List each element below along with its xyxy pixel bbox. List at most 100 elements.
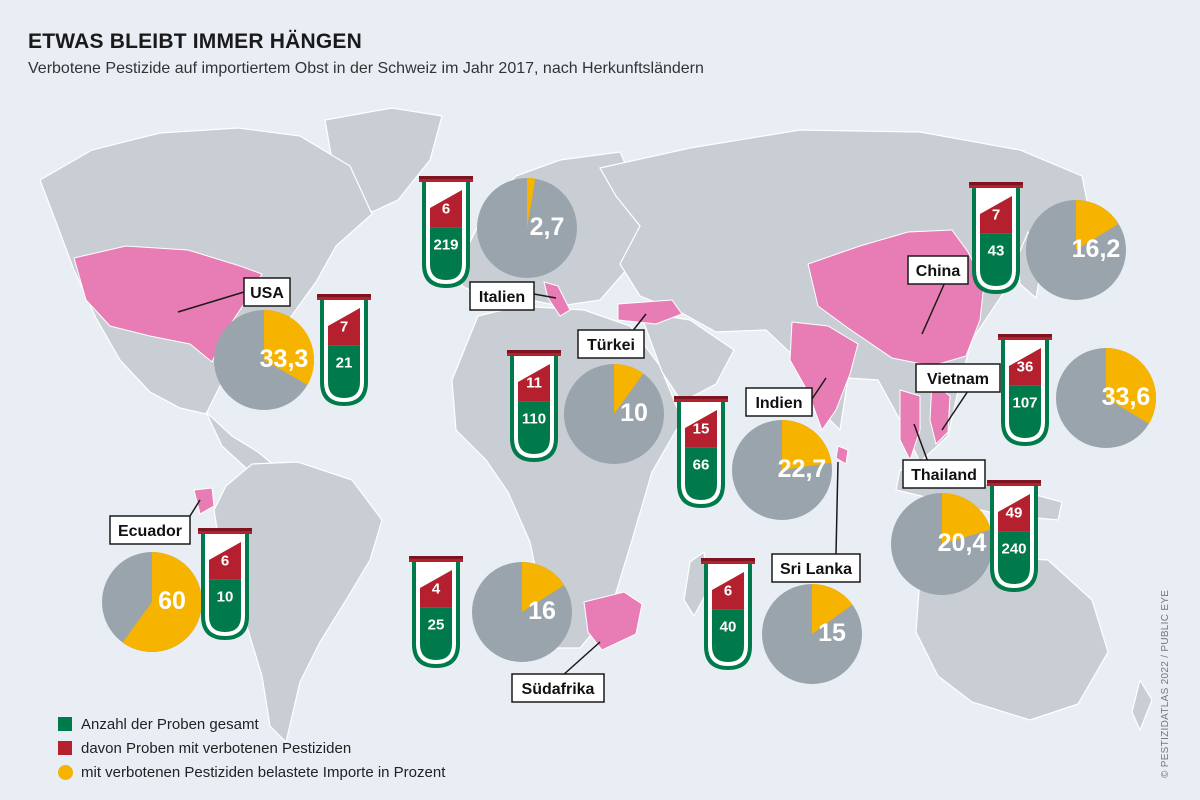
pie-slice-suedafrika — [522, 562, 565, 612]
leader-thailand — [913, 423, 929, 463]
tube-rim-shade-italien — [419, 176, 473, 179]
tube-rim-shade-usa — [317, 294, 371, 297]
tube-banned-bar-ecuador — [209, 542, 241, 580]
tube-total-label-suedafrika: 25 — [428, 616, 445, 633]
leader-ecuador — [189, 499, 201, 517]
chart-subtitle: Verbotene Pestizide auf importiertem Obs… — [28, 60, 704, 77]
tube-tuerkei: 11 110 — [507, 350, 561, 463]
tube-banned-bar-thailand — [998, 494, 1030, 532]
country-label-sri-lanka: Sri Lanka — [771, 553, 861, 583]
country-label-text-italien: Italien — [479, 289, 525, 306]
tube-banned-bar-italien — [430, 190, 462, 228]
tube-total-label-tuerkei: 110 — [522, 410, 546, 427]
legend-label-banned: davon Proben mit verbotenen Pestiziden — [81, 739, 352, 757]
credit-text: © PESTIZIDATLAS 2022 / PUBLIC EYE — [1160, 589, 1171, 778]
tube-banned-label-china: 7 — [992, 206, 1000, 223]
tube-banned-label-sri-lanka: 6 — [724, 582, 732, 599]
tube-total-label-thailand: 240 — [1001, 540, 1026, 557]
tube-rim-shade-suedafrika — [409, 556, 463, 559]
country-label-box-tuerkei — [577, 329, 645, 359]
country-label-text-thailand: Thailand — [911, 467, 977, 484]
country-label-text-suedafrika: Südafrika — [522, 681, 595, 698]
leader-usa — [177, 291, 245, 313]
tube-total-bar-vietnam — [1009, 385, 1041, 438]
tube-rim-shade-china — [969, 182, 1023, 185]
country-label-tuerkei: Türkei — [577, 329, 645, 359]
pie-label-thailand: 20,4 — [938, 529, 987, 557]
pie-slice-sri-lanka — [812, 583, 853, 634]
country-label-text-vietnam: Vietnam — [927, 371, 989, 388]
legend-swatch-yellow — [58, 764, 73, 780]
country-label-box-ecuador — [109, 515, 191, 545]
pie-tuerkei: 10 — [564, 363, 664, 464]
tube-banned-label-thailand: 49 — [1006, 504, 1023, 521]
ecuador-shape — [193, 487, 215, 515]
tube-rim-shade-ecuador — [198, 528, 252, 531]
tube-banned-bar-suedafrika — [420, 570, 452, 608]
tube-banned-label-italien: 6 — [442, 200, 450, 217]
legend-item-banned: davon Proben mit verbotenen Pestiziden — [58, 736, 445, 760]
tube-total-bar-thailand — [998, 531, 1030, 584]
country-label-text-usa: USA — [250, 285, 284, 302]
country-label-box-vietnam — [915, 363, 1001, 393]
pie-sri-lanka: 15 — [762, 583, 862, 684]
tube-china: 7 43 — [969, 182, 1023, 295]
pie-label-suedafrika: 16 — [528, 597, 556, 625]
tube-rim-shade-vietnam — [998, 334, 1052, 337]
new-zealand — [1131, 678, 1153, 732]
tube-banned-label-vietnam: 36 — [1017, 358, 1034, 375]
pie-label-tuerkei: 10 — [620, 399, 648, 427]
pie-slice-italien — [527, 177, 536, 228]
tube-banned-label-ecuador: 6 — [221, 552, 229, 569]
tube-vietnam: 36 107 — [998, 334, 1052, 447]
pie-label-italien: 2,7 — [530, 213, 565, 241]
tube-total-bar-ecuador — [209, 579, 241, 632]
tube-banned-bar-indien — [685, 410, 717, 448]
pie-ecuador: 60 — [102, 552, 202, 652]
tube-total-bar-usa — [328, 345, 360, 398]
tube-total-label-sri-lanka: 40 — [720, 618, 737, 635]
legend-swatch-green — [58, 717, 72, 731]
pie-slice-ecuador — [122, 552, 202, 652]
legend: Anzahl der Proben gesamt davon Proben mi… — [58, 712, 445, 784]
country-label-thailand: Thailand — [902, 459, 986, 489]
india-shape — [789, 321, 859, 432]
tube-rim-shade-indien — [674, 396, 728, 399]
country-label-vietnam: Vietnam — [915, 363, 1001, 393]
tube-thailand: 49 240 — [987, 480, 1041, 593]
pie-slice-vietnam — [1106, 348, 1157, 424]
tube-banned-bar-usa — [328, 308, 360, 346]
tube-banned-bar-china — [980, 196, 1012, 234]
country-label-italien: Italien — [469, 281, 535, 311]
pie-label-china: 16,2 — [1072, 235, 1121, 263]
tube-total-label-vietnam: 107 — [1012, 394, 1037, 411]
country-label-box-sri-lanka — [771, 553, 861, 583]
leader-italien — [533, 293, 557, 299]
tube-total-label-usa: 21 — [336, 354, 353, 371]
legend-label-percent: mit verbotenen Pestiziden belastete Impo… — [81, 763, 446, 781]
pie-slice-usa — [264, 309, 315, 385]
country-label-text-indien: Indien — [755, 395, 802, 412]
tube-italien: 6 219 — [419, 176, 473, 289]
pie-usa: 33,3 — [214, 309, 315, 410]
tube-rim-shade-tuerkei — [507, 350, 561, 353]
pie-label-ecuador: 60 — [158, 587, 186, 615]
country-label-box-indien — [745, 387, 813, 417]
pie-label-indien: 22,7 — [778, 455, 827, 483]
country-label-box-suedafrika — [511, 673, 605, 703]
pie-slice-china — [1076, 200, 1119, 250]
pie-vietnam: 33,6 — [1056, 348, 1157, 448]
country-label-text-sri-lanka: Sri Lanka — [780, 561, 852, 578]
country-markers: 33,3 7 21 USA 2,7 6 219 Italien 10 11 110 Türkei 22,… — [102, 176, 1157, 703]
tube-total-bar-suedafrika — [420, 607, 452, 660]
country-label-text-tuerkei: Türkei — [587, 337, 635, 354]
tube-banned-label-suedafrika: 4 — [432, 580, 441, 597]
pie-label-usa: 33,3 — [260, 345, 309, 373]
madagascar — [683, 550, 709, 618]
country-label-usa: USA — [243, 277, 291, 307]
country-label-indien: Indien — [745, 387, 813, 417]
leader-sri-lanka — [835, 461, 839, 555]
tube-banned-label-tuerkei: 11 — [526, 374, 542, 391]
pie-slice-thailand — [942, 493, 991, 544]
